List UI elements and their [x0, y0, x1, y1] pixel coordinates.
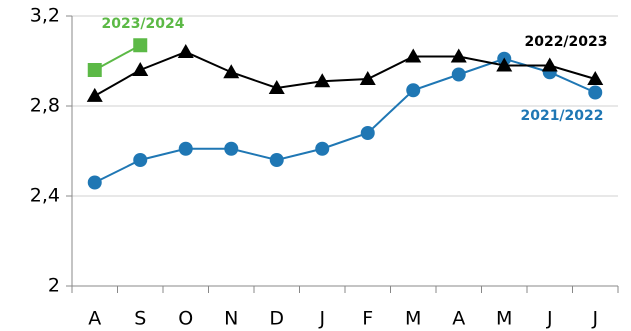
x-tick-label: F	[362, 308, 373, 330]
point	[541, 57, 558, 72]
point	[87, 63, 102, 77]
point	[178, 141, 193, 156]
y-tick-label: 3,2	[30, 5, 60, 27]
point	[268, 80, 285, 94]
point	[314, 73, 331, 88]
point	[359, 71, 376, 85]
x-tick-label: D	[269, 308, 284, 330]
series-line	[94, 50, 596, 97]
point	[87, 175, 102, 190]
x-tick-label: A	[452, 308, 465, 330]
series-line	[94, 44, 141, 71]
x-tick-label: J	[546, 308, 553, 330]
y-tick-label: 2,4	[30, 185, 60, 207]
y-tick-label: 2	[48, 275, 60, 297]
point	[360, 126, 375, 140]
point	[315, 141, 330, 156]
x-tick-label: N	[224, 308, 238, 330]
point	[587, 71, 604, 85]
point	[177, 44, 194, 58]
point	[451, 67, 466, 82]
point	[133, 38, 148, 53]
point	[86, 87, 103, 102]
point	[496, 57, 513, 72]
point	[223, 64, 240, 79]
y-tick-label: 2,8	[30, 95, 60, 117]
x-tick-label: S	[134, 308, 146, 330]
x-tick-label: J	[318, 308, 325, 330]
series-name: 2023/2024	[101, 16, 184, 32]
point	[405, 48, 422, 63]
point	[132, 62, 149, 76]
point	[406, 83, 421, 98]
series-name: 2022/2023	[524, 34, 607, 50]
point	[224, 141, 239, 156]
series-line	[94, 57, 596, 184]
x-tick-label: M	[496, 308, 512, 330]
point	[269, 153, 284, 167]
point	[450, 48, 467, 63]
x-tick-label: A	[88, 308, 101, 330]
point	[588, 85, 603, 100]
x-tick-label: O	[178, 308, 193, 330]
x-tick-label: J	[591, 308, 598, 330]
series-name: 2021/2022	[520, 108, 603, 124]
point	[133, 153, 148, 167]
x-tick-label: M	[405, 308, 421, 330]
